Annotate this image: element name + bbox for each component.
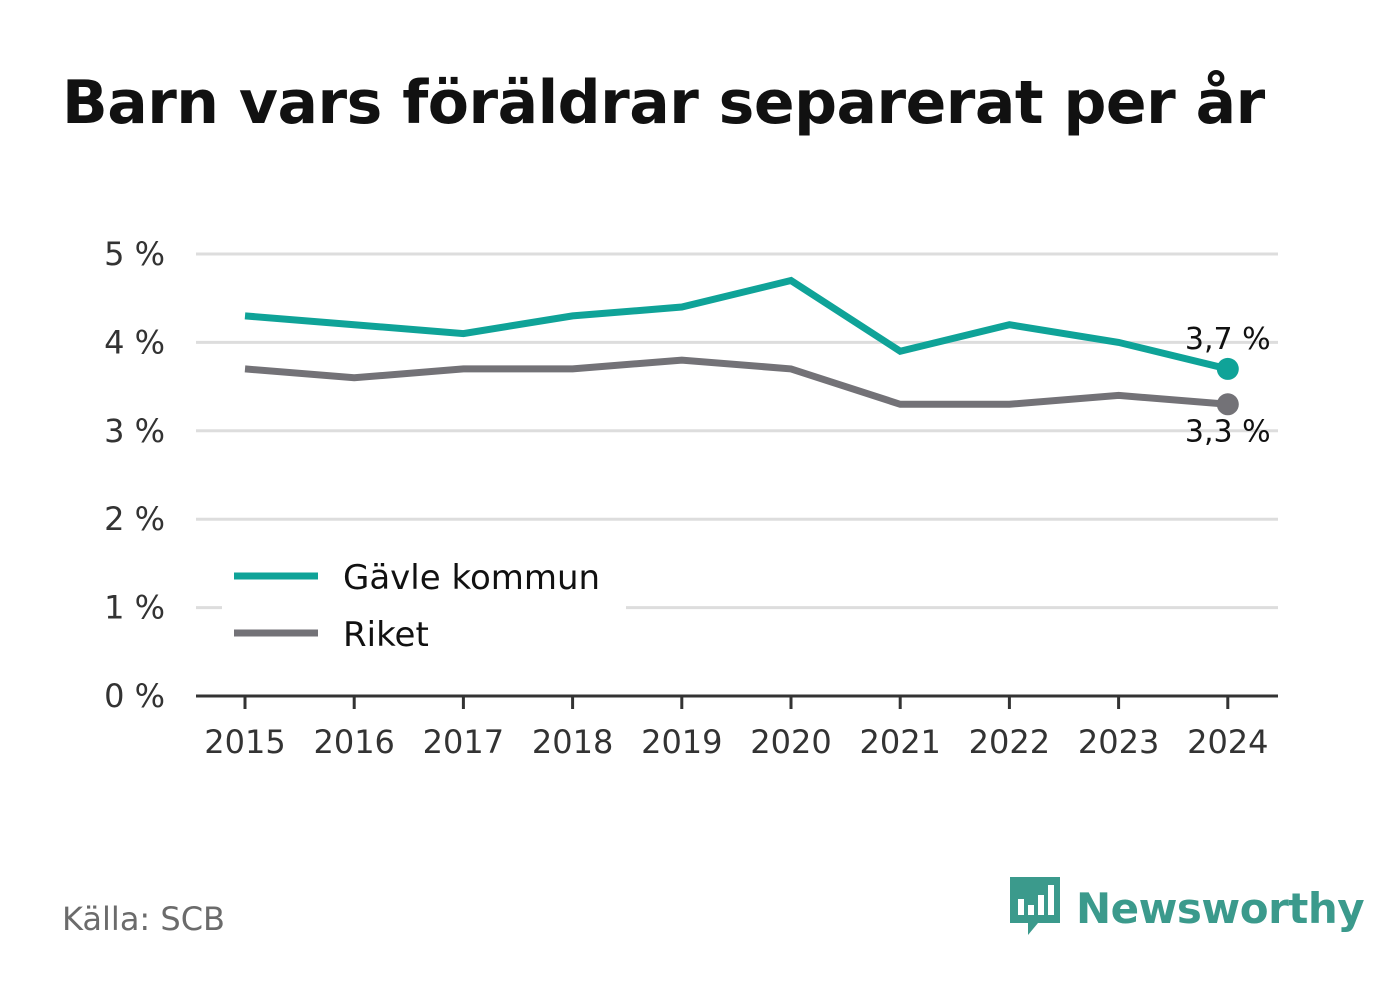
x-tick-label: 2018 — [532, 723, 613, 761]
brand-name: Newsworthy — [1076, 883, 1365, 933]
legend-background — [222, 550, 626, 656]
y-tick-label: 3 % — [104, 412, 165, 450]
series-line — [244, 356, 1229, 408]
source-note: Källa: SCB — [62, 900, 225, 938]
x-tick-label: 2020 — [750, 723, 831, 761]
newsworthy-logo-icon — [1010, 877, 1060, 935]
chart-title: Barn vars föräldrar separerat per år — [62, 68, 1265, 138]
y-tick-label: 4 % — [104, 323, 165, 361]
x-tick-label: 2016 — [313, 723, 394, 761]
y-tick-label: 1 % — [104, 589, 165, 627]
end-point-marker — [1216, 357, 1239, 380]
x-tick-label: 2017 — [423, 723, 504, 761]
y-tick-label: 0 % — [104, 677, 165, 715]
legend-label: Riket — [343, 615, 429, 655]
x-tick-label: 2021 — [859, 723, 940, 761]
series-line — [244, 276, 1229, 373]
x-tick-label: 2015 — [204, 723, 285, 761]
y-tick-label: 2 % — [104, 500, 165, 538]
x-tick-label: 2022 — [969, 723, 1050, 761]
x-tick-label: 2019 — [641, 723, 722, 761]
end-value-label: 3,3 % — [1185, 414, 1271, 449]
legend-label: Gävle kommun — [343, 558, 600, 598]
x-tick-label: 2024 — [1187, 723, 1268, 761]
end-value-label: 3,7 % — [1185, 322, 1271, 357]
brand-logo: Newsworthy — [1010, 876, 1365, 940]
y-tick-label: 5 % — [104, 235, 165, 273]
x-tick-label: 2023 — [1078, 723, 1159, 761]
end-point-marker — [1216, 393, 1239, 416]
